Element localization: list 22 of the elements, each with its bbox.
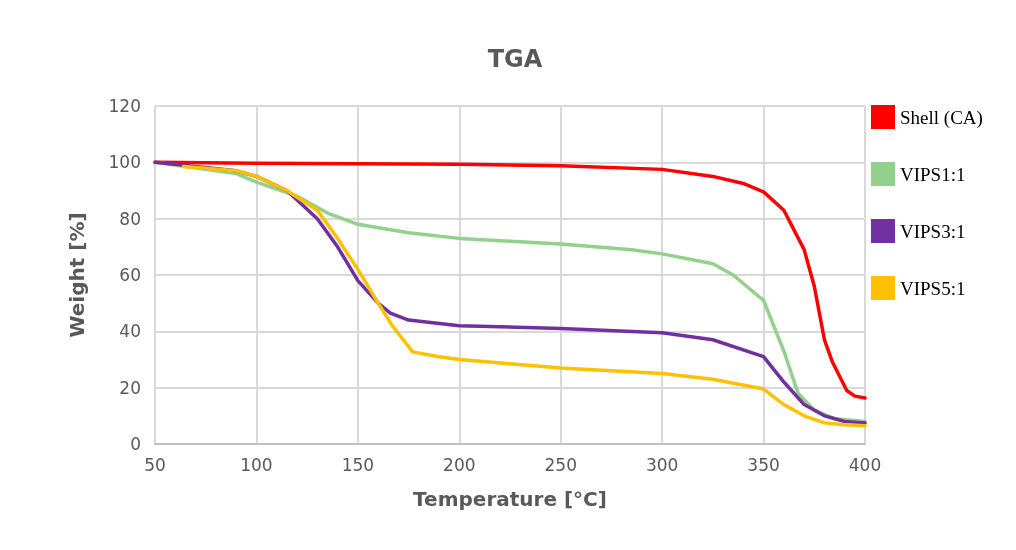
x-tick-label: 200 xyxy=(443,454,476,475)
x-tick-label: 400 xyxy=(848,454,882,475)
legend-label: VIPS3:1 xyxy=(900,220,966,242)
x-tick-label: 100 xyxy=(240,454,273,475)
y-tick-label: 0 xyxy=(130,434,141,454)
legend-label: Shell (CA) xyxy=(900,106,983,129)
x-tick-label: 250 xyxy=(544,454,577,475)
chart-title: TGA xyxy=(487,45,543,73)
y-tick-label: 60 xyxy=(119,265,141,285)
x-tick-label: 300 xyxy=(645,454,679,475)
x-axis-title: Temperature [°C] xyxy=(413,487,607,511)
legend-label: VIPS1:1 xyxy=(900,163,966,185)
y-tick-label: 20 xyxy=(119,377,141,398)
y-tick-label: 80 xyxy=(119,208,141,229)
x-tick-label: 350 xyxy=(747,454,780,475)
y-tick-label: 120 xyxy=(108,96,141,116)
legend-label: VIPS5:1 xyxy=(900,277,966,299)
y-tick-label: 40 xyxy=(119,321,141,342)
x-tick-label: 50 xyxy=(144,454,166,475)
x-tick-label: 150 xyxy=(341,454,375,475)
y-tick-label: 100 xyxy=(108,152,141,173)
y-axis-title: Weight [%] xyxy=(65,212,89,338)
